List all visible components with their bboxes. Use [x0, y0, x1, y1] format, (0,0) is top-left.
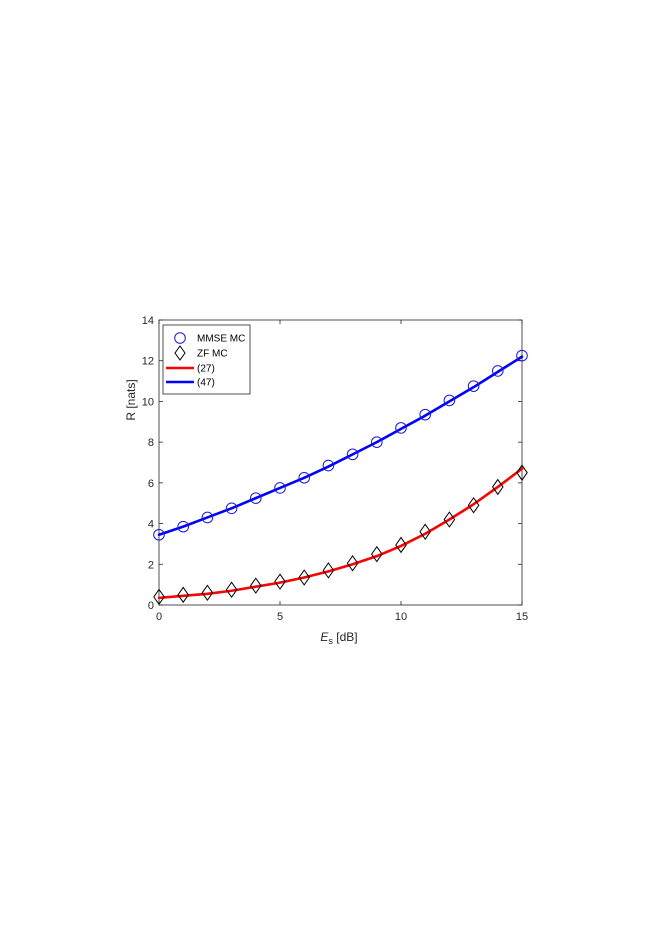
data-point-diamond	[249, 577, 262, 594]
data-point-diamond	[274, 573, 286, 590]
series-line	[157, 355, 524, 537]
legend-item: (47)	[166, 378, 215, 389]
data-point-circle	[225, 502, 238, 515]
y-axis-label: R [nats]	[124, 379, 138, 420]
data-point-circle	[371, 436, 383, 448]
legend: MMSE MC ZF MC (27) (47)	[162, 324, 251, 395]
data-point-diamond	[201, 584, 214, 602]
data-point-circle	[492, 365, 504, 377]
series-layer	[153, 349, 528, 606]
data-point-circle	[443, 394, 456, 407]
data-point-diamond	[346, 554, 359, 572]
legend-marker-diamond	[174, 345, 186, 361]
data-point-diamond	[516, 464, 528, 481]
legend-item: ZF MC	[174, 345, 228, 361]
x-tick-label: 15	[516, 611, 528, 623]
data-point-diamond	[322, 562, 335, 579]
x-tick-label: 0	[156, 611, 162, 623]
data-point-diamond	[370, 545, 383, 563]
data-point-circle	[516, 349, 528, 362]
data-point-circle	[395, 422, 407, 434]
y-tick-label: 10	[142, 396, 154, 408]
x-axis-label-suffix: [dB]	[333, 630, 358, 644]
series-zf-mc	[153, 464, 528, 606]
x-axis-label-main: E	[320, 630, 329, 644]
y-tick-label: 8	[148, 437, 154, 449]
y-tick-label: 6	[148, 478, 154, 490]
legend-marker-circle	[174, 332, 186, 344]
x-tick-label: 10	[395, 611, 407, 623]
data-point-circle	[419, 408, 432, 421]
data-point-circle	[322, 459, 335, 472]
legend-label: (47)	[197, 378, 215, 389]
data-point-circle	[274, 482, 286, 494]
legend-item: MMSE MC	[174, 332, 245, 345]
data-point-diamond	[225, 581, 238, 599]
data-point-circle	[298, 471, 311, 484]
x-axis-label-sub: s	[328, 636, 333, 646]
data-point-diamond	[467, 496, 480, 514]
series-47	[157, 355, 524, 537]
y-tick-label: 4	[148, 519, 154, 531]
legend-label: (27)	[197, 364, 215, 375]
series-27	[157, 467, 524, 600]
data-point-circle	[201, 511, 214, 524]
series-mmse-mc	[153, 349, 528, 541]
data-point-circle	[467, 380, 480, 392]
data-point-diamond	[443, 511, 456, 528]
legend-item: (27)	[166, 364, 215, 375]
data-point-circle	[153, 528, 165, 541]
data-point-diamond	[177, 586, 190, 604]
legend-label: MMSE MC	[197, 334, 245, 345]
data-point-diamond	[153, 588, 165, 606]
legend-label: ZF MC	[197, 349, 228, 360]
y-tick-label: 2	[148, 559, 154, 571]
x-axis-label: Es [dB]	[320, 630, 357, 646]
data-point-diamond	[419, 523, 432, 540]
x-tick-label: 5	[277, 611, 283, 623]
data-point-circle	[346, 448, 359, 461]
y-tick-label: 12	[142, 356, 154, 368]
y-tick-label: 14	[142, 315, 154, 327]
data-point-circle	[250, 492, 262, 504]
data-point-diamond	[491, 478, 504, 496]
data-point-diamond	[395, 536, 407, 554]
y-tick-label: 0	[148, 600, 154, 612]
series-line	[157, 467, 524, 600]
data-point-diamond	[298, 569, 311, 586]
data-point-circle	[177, 520, 189, 533]
